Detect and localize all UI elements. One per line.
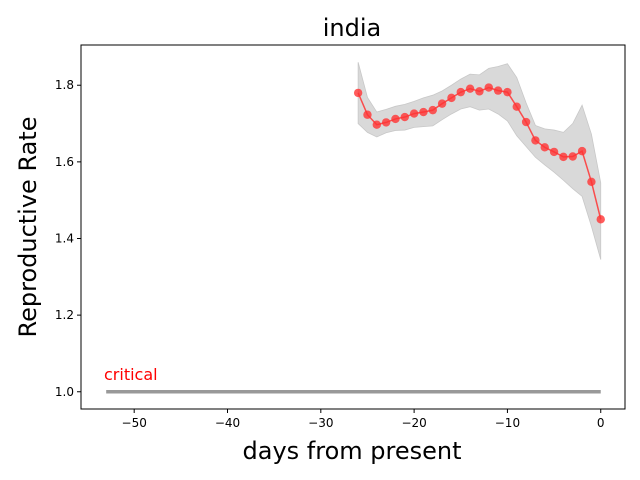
y-tick-label-3: 1.6	[55, 155, 74, 169]
x-tick-label-1: −40	[215, 416, 240, 430]
plot-frame	[80, 44, 626, 410]
x-axis-label: days from present	[243, 437, 462, 465]
y-tick-label-4: 1.8	[55, 78, 74, 92]
data-point-23	[568, 152, 577, 161]
chart-title: india	[323, 14, 382, 42]
data-point-4	[391, 114, 400, 124]
data-point-21	[549, 147, 559, 157]
data-point-25	[587, 177, 596, 186]
data-point-13	[475, 87, 484, 96]
y-tick-label-0: 1.0	[55, 385, 74, 399]
y-tick-label-2: 1.4	[55, 231, 74, 245]
data-point-20	[540, 143, 549, 152]
x-tick-label-5: 0	[597, 416, 605, 430]
x-tick-label-0: −50	[122, 416, 147, 430]
data-point-24	[577, 146, 587, 156]
plot-area	[106, 62, 605, 394]
data-point-15	[493, 86, 503, 95]
data-point-0	[353, 88, 363, 98]
x-tick-label-4: −10	[495, 416, 520, 430]
data-point-2	[372, 120, 381, 129]
data-point-10	[447, 93, 456, 103]
data-point-17	[512, 102, 521, 111]
data-point-8	[428, 105, 437, 115]
data-point-14	[484, 83, 493, 92]
data-point-18	[521, 117, 531, 127]
y-axis-label: Reproductive Rate	[14, 117, 42, 338]
data-point-19	[531, 136, 540, 145]
data-point-26	[596, 215, 605, 224]
data-point-11	[456, 87, 465, 97]
data-point-9	[437, 99, 447, 108]
x-tick-label-3: −20	[401, 416, 426, 430]
data-point-22	[559, 152, 568, 162]
critical-label: critical	[104, 365, 158, 384]
data-point-3	[381, 118, 391, 127]
axes: −50 −40 −30 −20 −10 0 1.0 1.2 1.4 1.6 1.8	[55, 78, 605, 430]
data-point-5	[400, 112, 409, 122]
data-point-16	[503, 87, 512, 97]
x-tick-label-2: −30	[308, 416, 333, 430]
y-tick-label-1: 1.2	[55, 308, 74, 322]
data-point-6	[409, 109, 419, 118]
data-point-12	[465, 84, 475, 93]
confidence-band	[357, 62, 602, 260]
data-point-7	[419, 107, 428, 117]
data-point-1	[363, 110, 372, 119]
